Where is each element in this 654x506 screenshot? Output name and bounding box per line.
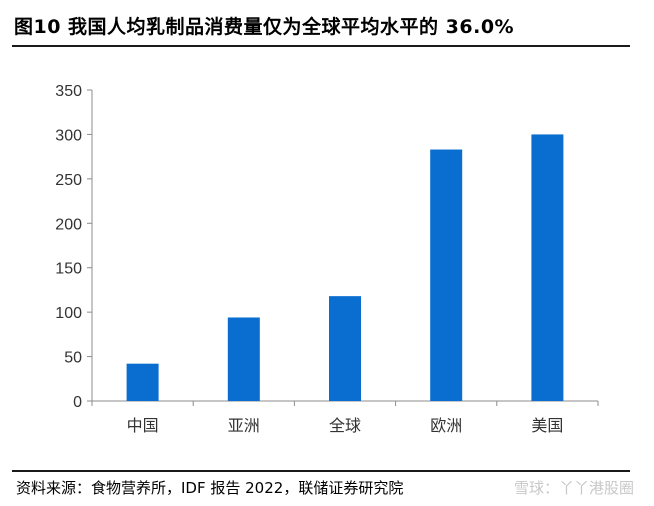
bar bbox=[329, 296, 361, 401]
bar bbox=[227, 317, 260, 401]
bars bbox=[126, 134, 564, 401]
y-tick-label: 350 bbox=[55, 83, 82, 100]
source-rule bbox=[12, 470, 630, 472]
bar-chart: 0 50 100 150 200 250 300 350 中国 亚洲 全球 欧洲 美国 bbox=[55, 83, 599, 435]
y-tick-label: 300 bbox=[55, 127, 82, 144]
title-rule bbox=[12, 45, 630, 47]
y-tick-label: 100 bbox=[55, 305, 82, 322]
x-category-label: 中国 bbox=[127, 416, 159, 435]
bar bbox=[126, 363, 159, 401]
watermark: 雪球：丫丫港股圈 bbox=[513, 479, 634, 497]
x-category-label: 欧洲 bbox=[430, 416, 462, 435]
y-axis: 0 50 100 150 200 250 300 350 bbox=[55, 83, 93, 411]
y-tick-label: 50 bbox=[64, 350, 82, 367]
y-tick-label: 150 bbox=[55, 261, 82, 278]
y-tick-label: 0 bbox=[73, 394, 82, 411]
y-tick-label: 200 bbox=[55, 216, 82, 233]
y-tick-label: 250 bbox=[55, 172, 82, 189]
bar bbox=[430, 149, 463, 401]
chart-title: 图10 我国人均乳制品消费量仅为全球平均水平的 36.0% bbox=[14, 16, 515, 38]
source-note: 资料来源：食物营养所，IDF 报告 2022，联储证券研究院 bbox=[16, 479, 404, 497]
x-axis: 中国 亚洲 全球 欧洲 美国 bbox=[91, 400, 599, 435]
bar bbox=[531, 134, 564, 401]
x-category-label: 亚洲 bbox=[228, 416, 260, 435]
x-category-label: 全球 bbox=[329, 416, 361, 435]
x-category-label: 美国 bbox=[531, 416, 563, 435]
